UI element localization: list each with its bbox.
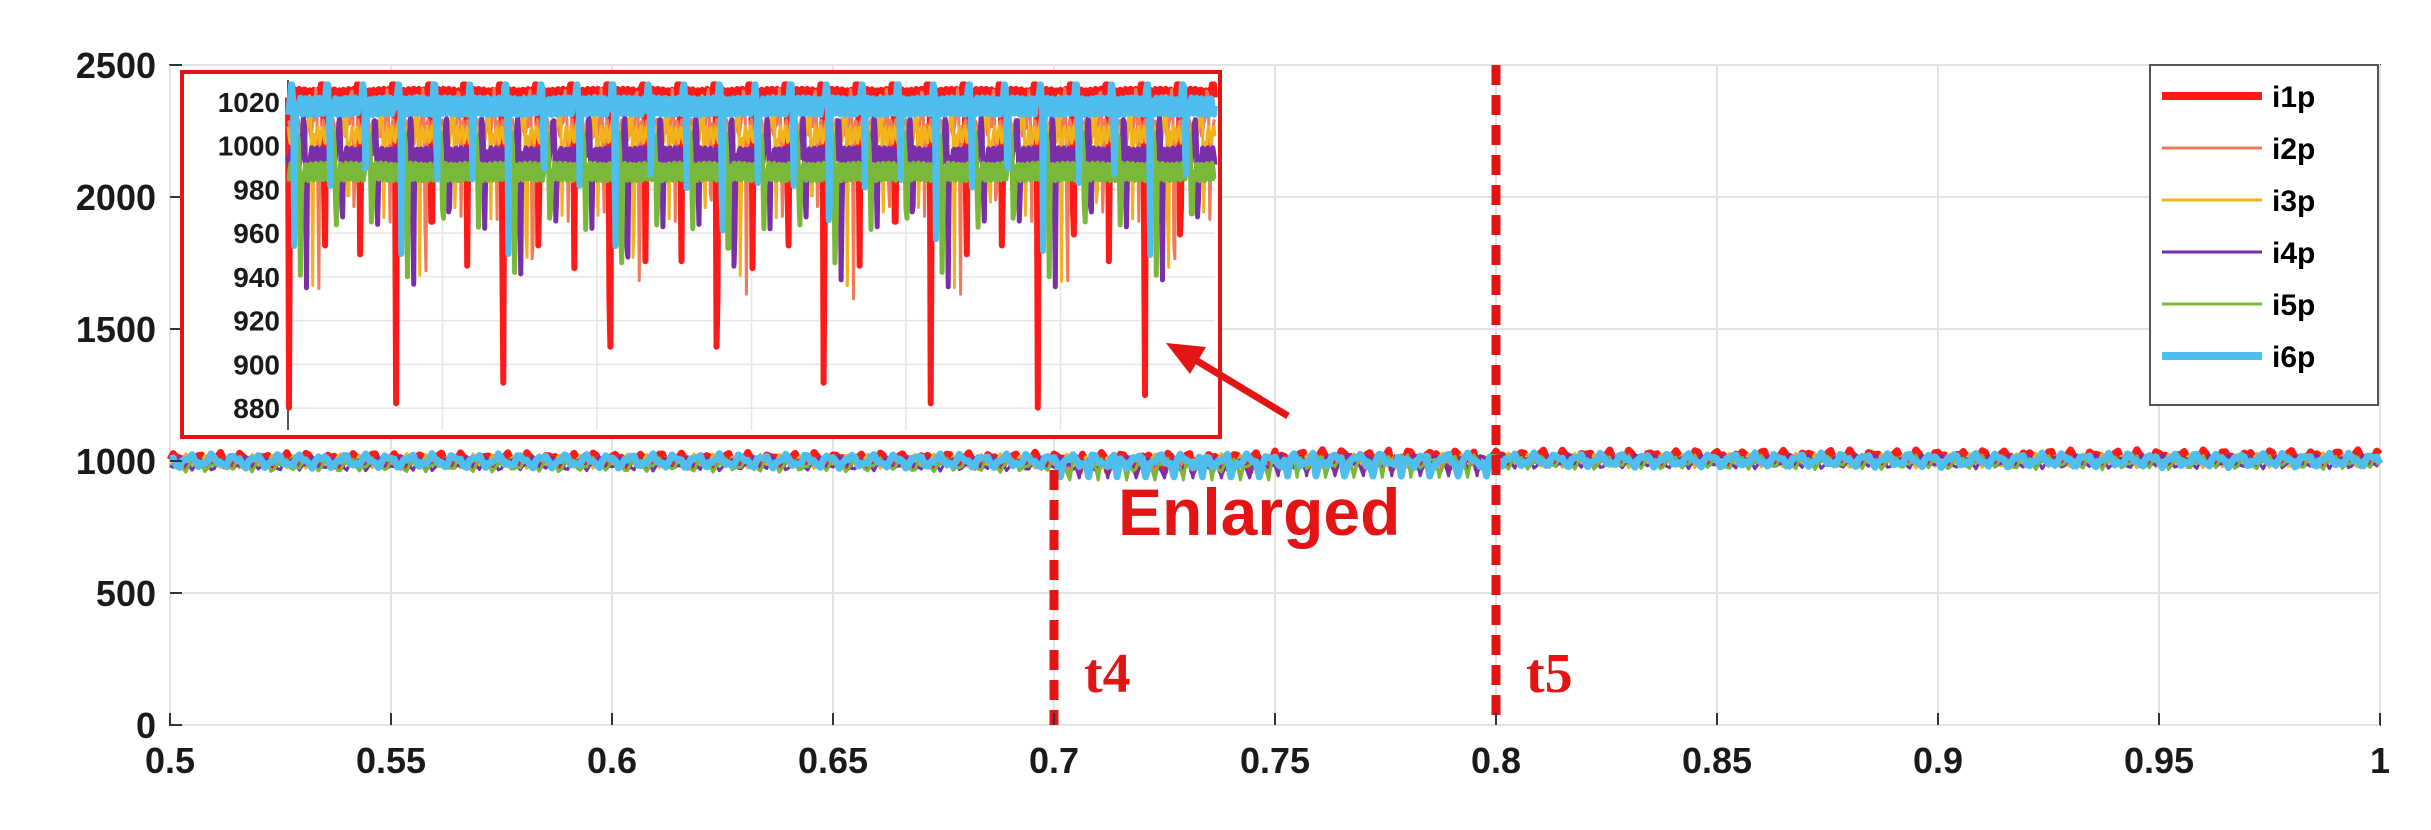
x-tick-label: 1 [2370,740,2390,781]
series-line-i6p [169,449,2384,481]
x-tick-label: 0.7 [1029,740,1079,781]
inset-series-line-i3p [286,93,1217,290]
legend: i1p i2p i3p i4p i5p i6p [2162,81,2315,374]
inset-y-tick-label: 1000 [218,131,280,162]
x-tick-label: 0.9 [1913,740,1963,781]
y-tick-label: 1500 [76,309,156,350]
marker-label-t5: t5 [1526,643,1573,705]
inset-y-tick-label: 920 [233,306,280,337]
y-tick-label: 0 [136,705,156,746]
annotation-arrow-shaft [1182,350,1290,419]
inset-y-tick-label: 980 [233,174,280,205]
x-tick-label: 0.8 [1471,740,1521,781]
inset-frame [180,70,1222,439]
inset-series-group [285,81,1218,411]
x-tick-label: 0.85 [1682,740,1752,781]
legend-label-i3p: i3p [2272,185,2315,218]
main-series-group [166,446,2384,482]
inset-y-tick-label: 900 [233,349,280,380]
inset-y-tick-label: 960 [233,218,280,249]
inset-y-tick-label: 940 [233,262,280,293]
y-tick-label: 2500 [76,45,156,86]
inset-series-line-i6p [285,81,1218,258]
x-tick-label: 0.6 [587,740,637,781]
inset-y-tick-label: 880 [233,393,280,424]
legend-box [2149,64,2379,406]
enlarged-annotation: Enlarged [1118,475,1400,549]
marker-label-t4: t4 [1084,643,1131,705]
x-axis-ticks: 0.5 0.55 0.6 0.65 0.7 0.75 0.8 0.85 0.9 0.95 1 [145,713,2390,781]
inset-series-line-i5p [286,130,1217,280]
inset-y-tick-label: 1020 [218,87,280,118]
x-tick-label: 0.75 [1240,740,1310,781]
x-tick-label: 0.55 [356,740,426,781]
x-tick-label: 0.5 [145,740,195,781]
y-tick-label: 1000 [76,441,156,482]
legend-label-i6p: i6p [2272,341,2315,374]
inset-y-axis-ticks: 880 900 920 940 960 980 1000 1020 [218,87,280,424]
x-tick-label: 0.65 [798,740,868,781]
legend-label-i2p: i2p [2272,133,2315,166]
time-markers: t4 t5 [1049,65,1573,725]
legend-label-i5p: i5p [2272,289,2315,322]
legend-label-i4p: i4p [2272,237,2315,270]
y-tick-label: 500 [96,573,156,614]
y-axis-ticks: 0 500 1000 1500 2000 2500 [76,45,182,746]
legend-label-i1p: i1p [2272,81,2315,114]
y-tick-label: 2000 [76,177,156,218]
annotation-arrow-head [1166,343,1206,374]
x-tick-label: 0.95 [2124,740,2194,781]
